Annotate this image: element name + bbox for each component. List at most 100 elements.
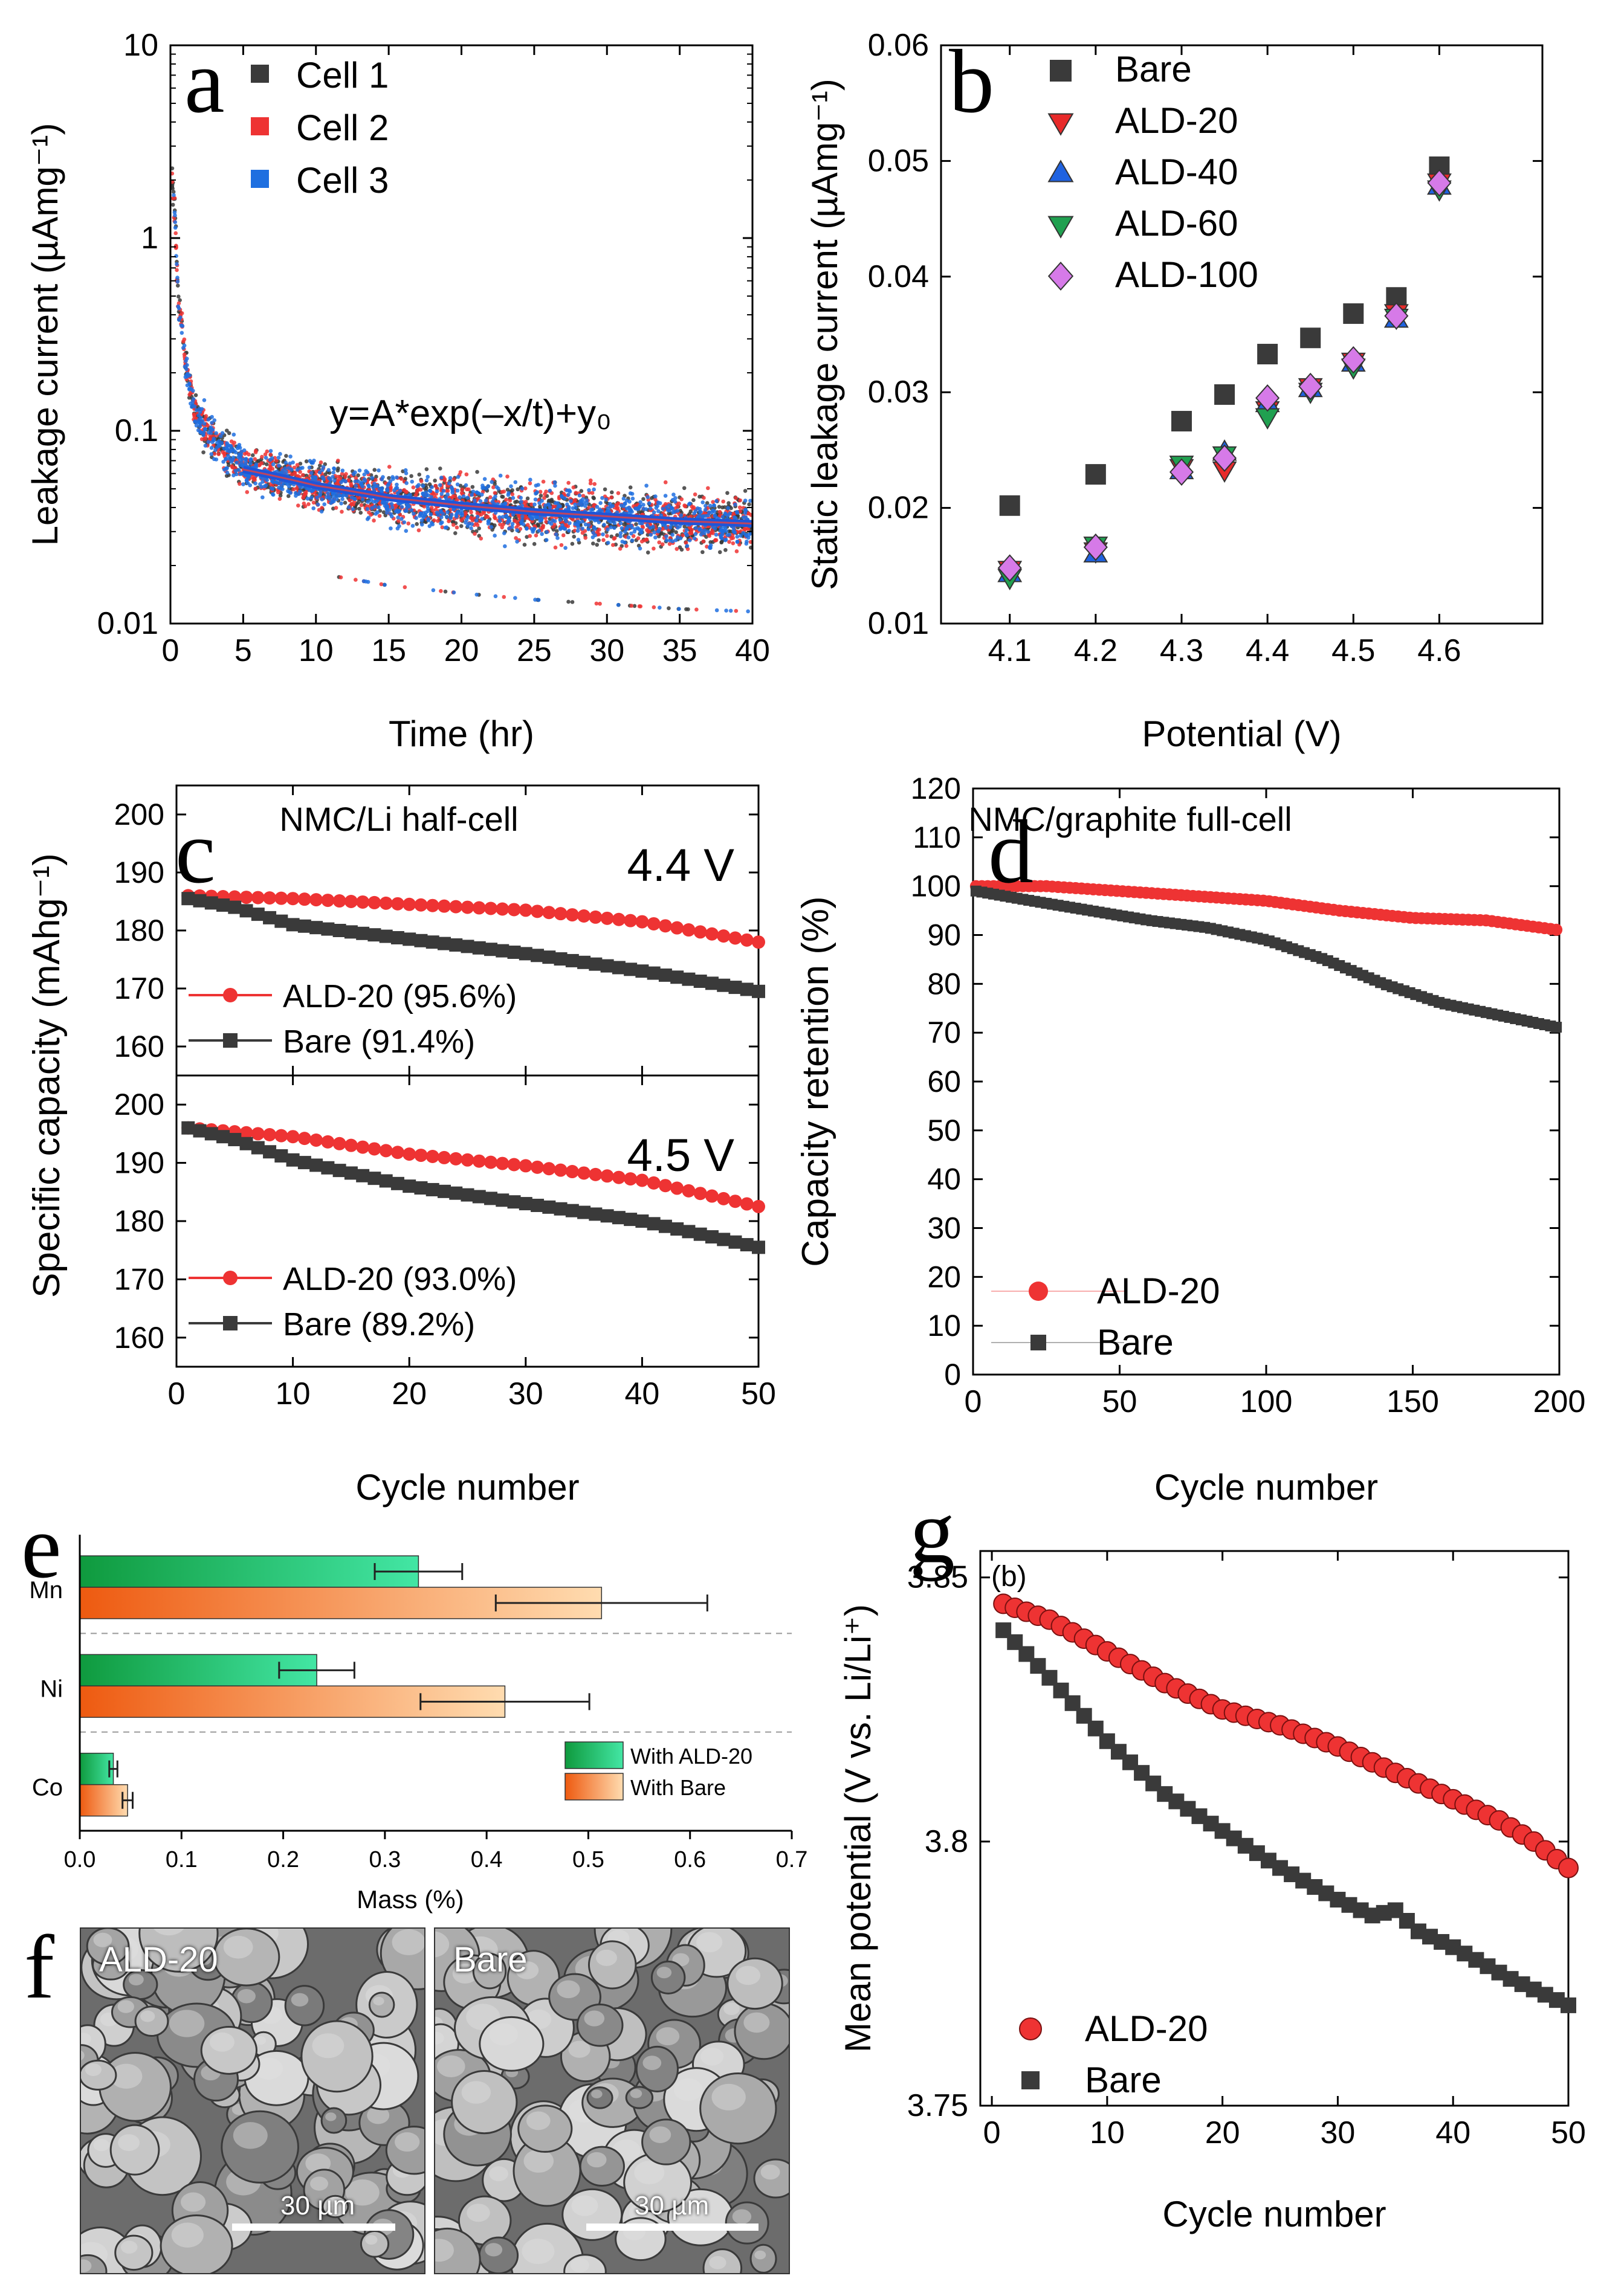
data-point xyxy=(367,928,381,942)
scatter-point xyxy=(297,489,302,494)
scatter-point xyxy=(720,505,725,510)
x-tick-label: 0.1 xyxy=(166,1847,198,1872)
sem-particle xyxy=(587,1940,637,1990)
scatter-point xyxy=(459,524,464,528)
y-tick-label: 120 xyxy=(911,772,961,805)
scatter-point xyxy=(644,483,649,488)
scatter-point xyxy=(743,508,748,512)
data-point xyxy=(1083,533,1108,561)
scatter-point xyxy=(677,501,681,506)
scatter-point xyxy=(628,491,633,495)
category-label: Mn xyxy=(29,1577,63,1604)
sem-highlight xyxy=(723,2002,740,2015)
panel-letter: c xyxy=(175,802,216,902)
sem-highlight xyxy=(736,1965,761,1985)
x-axis-label: Time (hr) xyxy=(389,714,534,754)
scatter-point xyxy=(497,515,502,520)
scatter-point xyxy=(410,523,415,528)
sem-particle xyxy=(81,2254,108,2273)
scatter-point xyxy=(616,602,621,607)
scatter-point xyxy=(415,522,419,526)
scatter-point xyxy=(571,506,575,511)
data-point xyxy=(554,907,568,921)
y-tick-label: 90 xyxy=(927,918,961,952)
scatter-point xyxy=(409,508,414,512)
scatter-point xyxy=(431,588,436,593)
scatter-point xyxy=(568,521,572,526)
scatter-point xyxy=(465,487,469,492)
data-point xyxy=(437,1150,451,1164)
data-point xyxy=(309,1158,323,1172)
data-point xyxy=(647,917,661,930)
scatter-point xyxy=(541,479,546,484)
scatter-point xyxy=(500,515,505,519)
scatter-point xyxy=(528,514,532,518)
scatter-point xyxy=(287,484,291,489)
data-point xyxy=(542,950,556,964)
sem-image-bare: Bare 30 µm xyxy=(434,1927,790,2274)
scatter-point xyxy=(594,601,599,606)
scatter-point xyxy=(536,483,540,487)
scatter-point xyxy=(421,515,426,520)
y-axis-label: Specific capacity (mAhg⁻¹) xyxy=(26,853,68,1298)
sem-texture-ald20 xyxy=(81,1929,424,2273)
data-point xyxy=(332,894,346,908)
x-tick-label: 200 xyxy=(1533,1384,1586,1419)
scatter-point xyxy=(277,497,282,501)
scatter-point xyxy=(370,476,375,480)
y-tick-label: 0.02 xyxy=(868,491,929,526)
scatter-point xyxy=(592,503,597,508)
scatter-point xyxy=(657,540,662,544)
x-tick-label: 0 xyxy=(965,1384,982,1419)
data-point xyxy=(554,1202,568,1216)
data-point xyxy=(507,1195,521,1209)
scatter-point xyxy=(271,492,276,497)
scatter-point xyxy=(652,605,656,610)
sem-highlight xyxy=(678,2196,708,2219)
scatter-point xyxy=(478,499,483,503)
y-axis-label: Static leakage current (µAmg⁻¹) xyxy=(804,79,845,590)
scatter-point xyxy=(504,514,508,518)
scatter-point xyxy=(404,489,408,494)
scatter-point xyxy=(389,485,393,489)
scatter-point xyxy=(416,528,421,532)
scatter-point xyxy=(731,541,736,546)
data-point xyxy=(658,1179,672,1193)
scatter-point xyxy=(677,607,681,611)
scatter-point xyxy=(747,502,751,507)
scatter-point xyxy=(445,489,450,493)
scatter-point xyxy=(658,501,662,506)
scatter-point xyxy=(178,298,182,303)
data-point xyxy=(752,1199,765,1213)
sem-particle xyxy=(726,1957,783,2010)
scatter-point xyxy=(597,532,601,537)
data-point xyxy=(274,891,288,905)
scatter-point xyxy=(387,476,391,480)
scatter-point xyxy=(515,528,519,532)
data-point xyxy=(309,893,323,907)
x-tick-label: 50 xyxy=(1551,2115,1586,2150)
scatter-point xyxy=(725,533,730,537)
data-point xyxy=(1212,444,1237,472)
scatter-point xyxy=(367,484,371,489)
scatter-point xyxy=(435,511,439,515)
sem-particle xyxy=(451,2070,518,2135)
scatter-point xyxy=(748,498,752,503)
series-bare xyxy=(995,1622,1576,2013)
data-point xyxy=(1085,464,1106,485)
scatter-point xyxy=(210,414,214,419)
scatter-point xyxy=(563,523,568,527)
scatter-point xyxy=(725,491,729,495)
data-point xyxy=(740,933,754,947)
scatter-point xyxy=(455,482,460,487)
data-point xyxy=(507,903,521,917)
scatter-point xyxy=(328,477,333,482)
scatter-point xyxy=(269,486,274,491)
scatter-point xyxy=(335,468,340,473)
scatter-point xyxy=(586,527,591,532)
sem-highlight xyxy=(233,2122,268,2149)
legend-swatch xyxy=(564,1741,624,1769)
legend-label: ALD-20 (95.6%) xyxy=(283,978,517,1014)
data-point xyxy=(612,961,626,975)
scatter-point xyxy=(380,500,385,505)
